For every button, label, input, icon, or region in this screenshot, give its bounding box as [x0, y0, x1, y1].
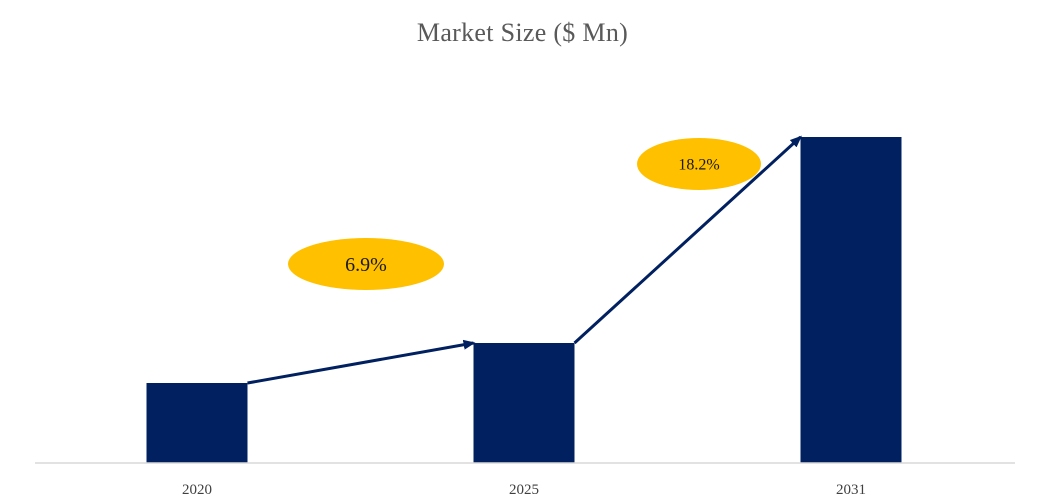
x-tick-label-2020: 2020: [182, 482, 212, 498]
growth-arrow-2: [573, 135, 802, 345]
growth-arrow-1: [247, 339, 476, 385]
cagr-badge-2: [637, 138, 761, 190]
cagr-label-2: 18.2%: [678, 157, 719, 174]
x-tick-label-2025: 2025: [509, 482, 539, 498]
cagr-label-1: 6.9%: [345, 254, 387, 276]
bar-2031: [800, 137, 902, 463]
chart-title: Market Size ($ Mn): [416, 18, 629, 47]
cagr-badge-1: [288, 238, 444, 290]
bar-2025: [473, 343, 575, 463]
bar-2020: [146, 383, 248, 463]
x-tick-label-2031: 2031: [836, 482, 866, 498]
